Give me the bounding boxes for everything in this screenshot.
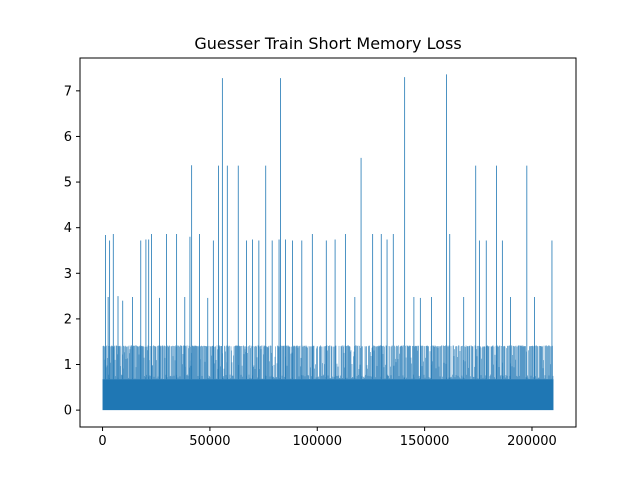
y-tick-label: 3 (64, 267, 72, 282)
loss-dense-band (102, 379, 554, 411)
x-tick-label: 0 (98, 434, 106, 449)
x-tick-label: 200000 (507, 434, 557, 449)
x-tick-label: 50000 (189, 434, 230, 449)
y-tick-label: 5 (64, 176, 72, 191)
series-layer (102, 74, 554, 411)
x-tick-label: 150000 (400, 434, 450, 449)
plot-frame (79, 57, 577, 428)
y-tick-label: 2 (64, 312, 72, 327)
loss-noise-line (102, 345, 554, 380)
x-tick-label: 100000 (292, 434, 342, 449)
y-tick-label: 4 (64, 221, 72, 236)
axes-layer: 0 50000 100000 150000 200000 0 1 2 3 4 5 6 7 (64, 84, 557, 449)
y-tick-label: 6 (64, 130, 72, 145)
chart-title: Guesser Train Short Memory Loss (194, 34, 461, 53)
y-tick-label: 0 (64, 404, 72, 419)
y-tick-label: 7 (64, 84, 72, 99)
y-tick-label: 1 (64, 358, 72, 373)
